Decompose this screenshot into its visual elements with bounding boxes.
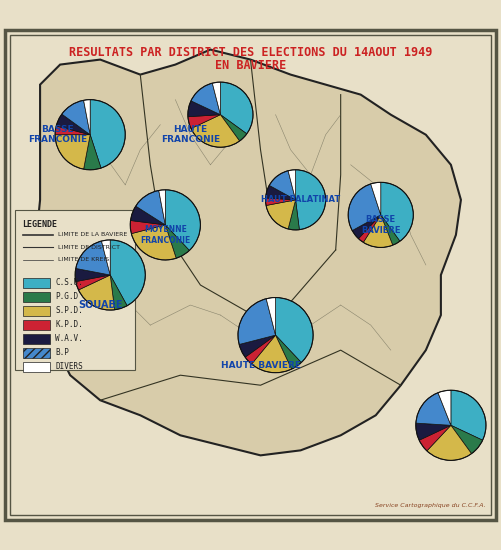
Wedge shape xyxy=(239,335,276,357)
Text: S.P.D.: S.P.D. xyxy=(55,306,83,315)
Wedge shape xyxy=(416,423,451,440)
Wedge shape xyxy=(191,115,239,147)
Wedge shape xyxy=(419,425,451,451)
Wedge shape xyxy=(76,241,110,275)
Text: LIMITE DE LA BAVIERE: LIMITE DE LA BAVIERE xyxy=(58,233,127,238)
Wedge shape xyxy=(62,100,90,135)
Text: Service Cartographique du C.C.F.A.: Service Cartographique du C.C.F.A. xyxy=(375,503,486,508)
Text: HAUT PALATINAT: HAUT PALATINAT xyxy=(261,195,340,205)
Wedge shape xyxy=(188,115,220,129)
Wedge shape xyxy=(266,298,276,335)
Wedge shape xyxy=(84,135,101,170)
Wedge shape xyxy=(90,100,125,168)
Wedge shape xyxy=(288,170,296,200)
Bar xyxy=(23,320,50,329)
Wedge shape xyxy=(220,82,253,134)
Wedge shape xyxy=(371,182,381,215)
Wedge shape xyxy=(238,299,276,344)
Wedge shape xyxy=(75,268,110,282)
Wedge shape xyxy=(110,240,145,306)
Text: BASSE
FRANCONIE: BASSE FRANCONIE xyxy=(28,125,87,145)
Text: SOUABE: SOUABE xyxy=(78,300,122,310)
Text: RESULTATS PAR DISTRICT DES ELECTIONS DU 14AOUT 1949: RESULTATS PAR DISTRICT DES ELECTIONS DU … xyxy=(69,46,432,58)
Bar xyxy=(23,362,50,372)
Wedge shape xyxy=(131,206,165,225)
Text: LIMITE DE KREIS: LIMITE DE KREIS xyxy=(58,257,109,262)
Wedge shape xyxy=(159,190,165,225)
Wedge shape xyxy=(381,182,413,241)
Text: DIVERS: DIVERS xyxy=(55,362,83,371)
Wedge shape xyxy=(416,393,451,425)
Text: C.S.U.: C.S.U. xyxy=(55,278,83,287)
Wedge shape xyxy=(359,215,381,243)
Text: LIMITE DE DISTRICT: LIMITE DE DISTRICT xyxy=(58,245,120,250)
Wedge shape xyxy=(130,221,165,234)
Wedge shape xyxy=(102,240,110,275)
Wedge shape xyxy=(438,390,451,425)
Wedge shape xyxy=(381,215,400,245)
Text: LEGENDE: LEGENDE xyxy=(23,220,58,229)
Text: BASSE
BAVIERE: BASSE BAVIERE xyxy=(361,215,400,235)
Text: MOYENNE
FRANCONIE: MOYENNE FRANCONIE xyxy=(140,225,190,245)
Text: EN BAVIERE: EN BAVIERE xyxy=(215,59,286,72)
Wedge shape xyxy=(188,101,220,117)
Wedge shape xyxy=(266,198,296,206)
Text: P.G.D: P.G.D xyxy=(55,292,78,301)
Wedge shape xyxy=(252,335,292,373)
Wedge shape xyxy=(451,390,486,440)
Wedge shape xyxy=(191,83,220,115)
Text: W.A.V.: W.A.V. xyxy=(55,334,83,343)
Bar xyxy=(23,306,50,316)
Text: HAUTE BAVIERE: HAUTE BAVIERE xyxy=(220,361,301,370)
Wedge shape xyxy=(245,335,276,364)
Text: B.P: B.P xyxy=(55,348,69,357)
Wedge shape xyxy=(352,215,381,239)
Wedge shape xyxy=(55,135,90,169)
Polygon shape xyxy=(35,50,461,455)
Wedge shape xyxy=(266,185,296,200)
Wedge shape xyxy=(296,170,326,230)
Text: HAUTE
FRANCONIE: HAUTE FRANCONIE xyxy=(161,125,220,145)
Wedge shape xyxy=(56,114,90,135)
Wedge shape xyxy=(212,82,220,115)
Bar xyxy=(23,348,50,358)
Wedge shape xyxy=(165,190,200,250)
Wedge shape xyxy=(110,275,127,310)
Wedge shape xyxy=(276,335,301,369)
Wedge shape xyxy=(220,115,247,141)
Wedge shape xyxy=(55,126,90,135)
Wedge shape xyxy=(427,425,471,460)
Wedge shape xyxy=(363,215,393,248)
Wedge shape xyxy=(451,425,482,454)
Wedge shape xyxy=(165,225,189,258)
Wedge shape xyxy=(288,200,300,230)
Bar xyxy=(23,334,50,344)
Wedge shape xyxy=(269,170,296,200)
FancyBboxPatch shape xyxy=(15,210,135,370)
Wedge shape xyxy=(348,184,381,230)
Wedge shape xyxy=(131,225,176,260)
Wedge shape xyxy=(266,200,296,229)
Wedge shape xyxy=(79,275,115,310)
Bar xyxy=(23,292,50,301)
Wedge shape xyxy=(84,100,90,135)
Bar xyxy=(23,278,50,288)
Text: K.P.D.: K.P.D. xyxy=(55,320,83,329)
Wedge shape xyxy=(76,275,110,290)
Wedge shape xyxy=(276,298,313,362)
Wedge shape xyxy=(136,190,165,225)
